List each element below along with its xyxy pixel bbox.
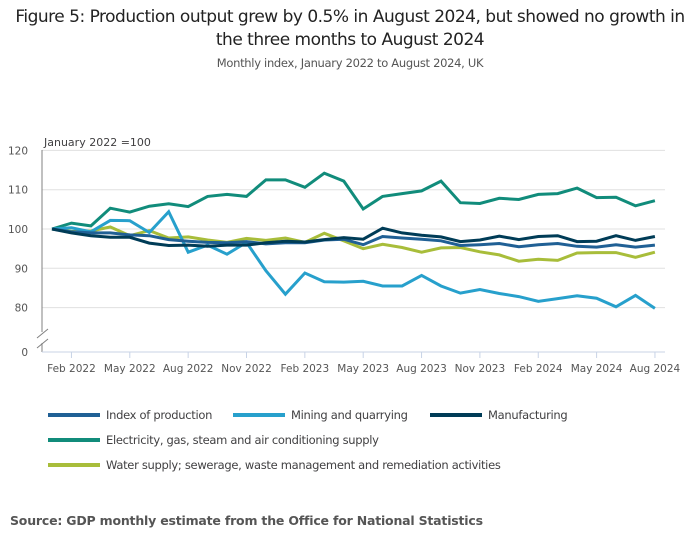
y-tick-label: 80 xyxy=(15,303,28,315)
source-note: Source: GDP monthly estimate from the Of… xyxy=(10,513,483,528)
gridlines xyxy=(42,149,665,309)
y-tick-label: 0 xyxy=(21,347,28,359)
x-tick-label: Nov 2022 xyxy=(221,363,272,375)
x-tick-label: Aug 2024 xyxy=(630,363,681,375)
legend-item-manufacturing[interactable]: Manufacturing xyxy=(430,408,568,422)
legend-label: Manufacturing xyxy=(488,408,568,422)
legend-label: Index of production xyxy=(106,408,213,422)
x-tick-label: Feb 2023 xyxy=(281,363,330,375)
y-tick-label: 120 xyxy=(8,145,28,157)
legend-label: Mining and quarrying xyxy=(291,408,408,422)
x-tick-label: Nov 2023 xyxy=(455,363,506,375)
axis-break-mark xyxy=(36,328,49,339)
legend-item-electricity-gas-steam[interactable]: Electricity, gas, steam and air conditio… xyxy=(48,433,379,447)
x-tick-label: Feb 2024 xyxy=(514,363,563,375)
series-line-electricity-gas-steam-and-air-conditioning-supply[interactable] xyxy=(51,171,656,231)
legend-swatch xyxy=(48,463,100,467)
line-chart: 0 80 90 100 110 120 Feb 2022 May 2022 Aug 2022 No… xyxy=(8,136,681,375)
series-line-mining-and-quarrying[interactable] xyxy=(51,209,656,310)
chart-title: Figure 5: Production output grew by 0.5%… xyxy=(15,7,685,50)
series-line-index-of-production[interactable] xyxy=(51,227,656,249)
series-lines xyxy=(51,171,656,310)
legend-label: Electricity, gas, steam and air conditio… xyxy=(106,433,379,447)
y-axis-unit-label: January 2022 =100 xyxy=(43,136,151,149)
axes: 0 80 90 100 110 120 Feb 2022 May 2022 Aug 2022 No… xyxy=(8,145,681,375)
legend-item-index-of-production[interactable]: Index of production xyxy=(48,408,212,422)
y-tick-label: 110 xyxy=(8,185,28,197)
x-tick-label: Aug 2023 xyxy=(396,363,447,375)
x-tick-label: Aug 2022 xyxy=(163,363,214,375)
x-tick-label: May 2022 xyxy=(104,363,156,375)
series-line-manufacturing[interactable] xyxy=(51,226,656,248)
x-tick-label: Feb 2022 xyxy=(47,363,96,375)
legend-item-mining-and-quarrying[interactable]: Mining and quarrying xyxy=(233,408,408,422)
axis-break-mark xyxy=(36,338,49,349)
y-tick-label: 90 xyxy=(15,263,28,275)
legend-swatch xyxy=(233,413,285,417)
legend-label: Water supply; sewerage, waste management… xyxy=(106,458,501,472)
x-tick-label: May 2023 xyxy=(337,363,389,375)
y-tick-label: 100 xyxy=(8,224,28,236)
legend-swatch xyxy=(48,413,100,417)
chart-subtitle: Monthly index, January 2022 to August 20… xyxy=(216,56,484,70)
legend-swatch xyxy=(48,438,100,442)
legend-swatch xyxy=(430,413,482,417)
series-line-water-supply-sewerage-waste-management-and-remediation-activities[interactable] xyxy=(51,225,656,263)
x-tick-label: May 2024 xyxy=(571,363,623,375)
legend-item-water-supply-sewerage[interactable]: Water supply; sewerage, waste management… xyxy=(48,458,501,472)
